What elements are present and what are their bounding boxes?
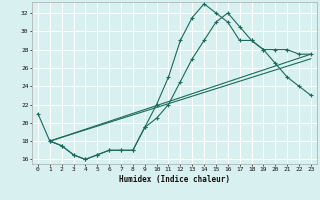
X-axis label: Humidex (Indice chaleur): Humidex (Indice chaleur) <box>119 175 230 184</box>
